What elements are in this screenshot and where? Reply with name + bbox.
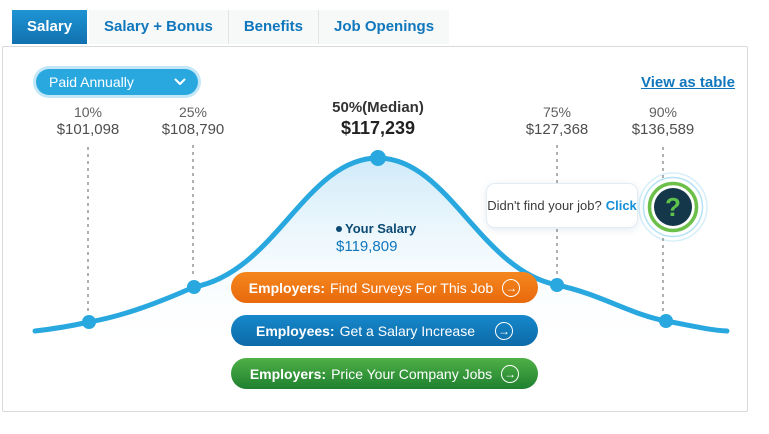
button-prefix: Employees:	[256, 322, 335, 339]
tab-salary[interactable]: Salary	[12, 10, 88, 44]
tab-bar: Salary Salary + Bonus Benefits Job Openi…	[12, 10, 450, 44]
pay-period-dropdown[interactable]: Paid Annually	[36, 69, 198, 95]
percentile-value: $136,589	[631, 121, 695, 138]
percentile-value: $117,239	[340, 118, 416, 138]
dot-10	[82, 315, 96, 329]
percentile-value: $101,098	[56, 121, 120, 138]
percentile-10: 10% $101,098	[57, 104, 120, 139]
your-salary-annotation: Your Salary $119,809	[336, 221, 416, 255]
your-salary-value: $119,809	[336, 238, 398, 255]
tab-job-openings[interactable]: Job Openings	[319, 10, 450, 44]
svg-text:?: ?	[665, 192, 681, 222]
employers-find-surveys-button[interactable]: Employers: Find Surveys For This Job →	[231, 272, 538, 303]
percentile-value: $127,368	[525, 121, 589, 138]
job-help-tooltip: Didn't find your job? Click	[486, 183, 638, 228]
chevron-down-icon	[174, 78, 186, 85]
button-label: Find Surveys For This Job	[330, 279, 494, 296]
button-prefix: Employers:	[249, 365, 327, 382]
tab-benefits[interactable]: Benefits	[228, 10, 320, 44]
dot-25	[187, 280, 201, 294]
percentile-value: $108,790	[161, 121, 225, 138]
employers-price-jobs-button[interactable]: Employers: Price Your Company Jobs →	[231, 358, 538, 389]
button-label: Price Your Company Jobs	[331, 365, 493, 382]
dot-75	[550, 278, 564, 292]
question-mark-icon[interactable]: ?	[637, 171, 709, 243]
dot-90	[659, 314, 673, 328]
curve-area	[35, 158, 727, 338]
bullet-dot-icon	[336, 225, 342, 232]
arrow-right-icon: →	[501, 364, 520, 383]
percentile-label: 75%	[542, 104, 572, 120]
percentile-90: 90% $136,589	[632, 104, 695, 139]
your-salary-label: Your Salary	[345, 221, 417, 236]
percentile-label: 10%	[73, 104, 103, 120]
employees-salary-increase-button[interactable]: Employees: Get a Salary Increase →	[231, 315, 538, 346]
tooltip-text: Didn't find your job?	[487, 198, 602, 213]
percentile-50-median: 50%(Median) $117,239	[332, 99, 424, 139]
percentile-label: 90%	[648, 104, 678, 120]
percentile-label: 25%	[178, 104, 208, 120]
arrow-right-icon: →	[495, 321, 513, 340]
dropdown-value: Paid Annually	[49, 74, 134, 90]
tooltip-click-link[interactable]: Click	[605, 198, 637, 213]
tab-salary-bonus[interactable]: Salary + Bonus	[89, 10, 229, 44]
button-label: Get a Salary Increase	[339, 322, 475, 339]
button-prefix: Employers:	[248, 279, 326, 296]
arrow-right-icon: →	[502, 278, 521, 297]
percentile-75: 75% $127,368	[526, 104, 589, 139]
percentile-label: 50%(Median)	[332, 99, 424, 116]
view-as-table-link[interactable]: View as table	[641, 74, 735, 91]
dot-50-median	[370, 150, 386, 166]
percentile-25: 25% $108,790	[162, 104, 225, 139]
